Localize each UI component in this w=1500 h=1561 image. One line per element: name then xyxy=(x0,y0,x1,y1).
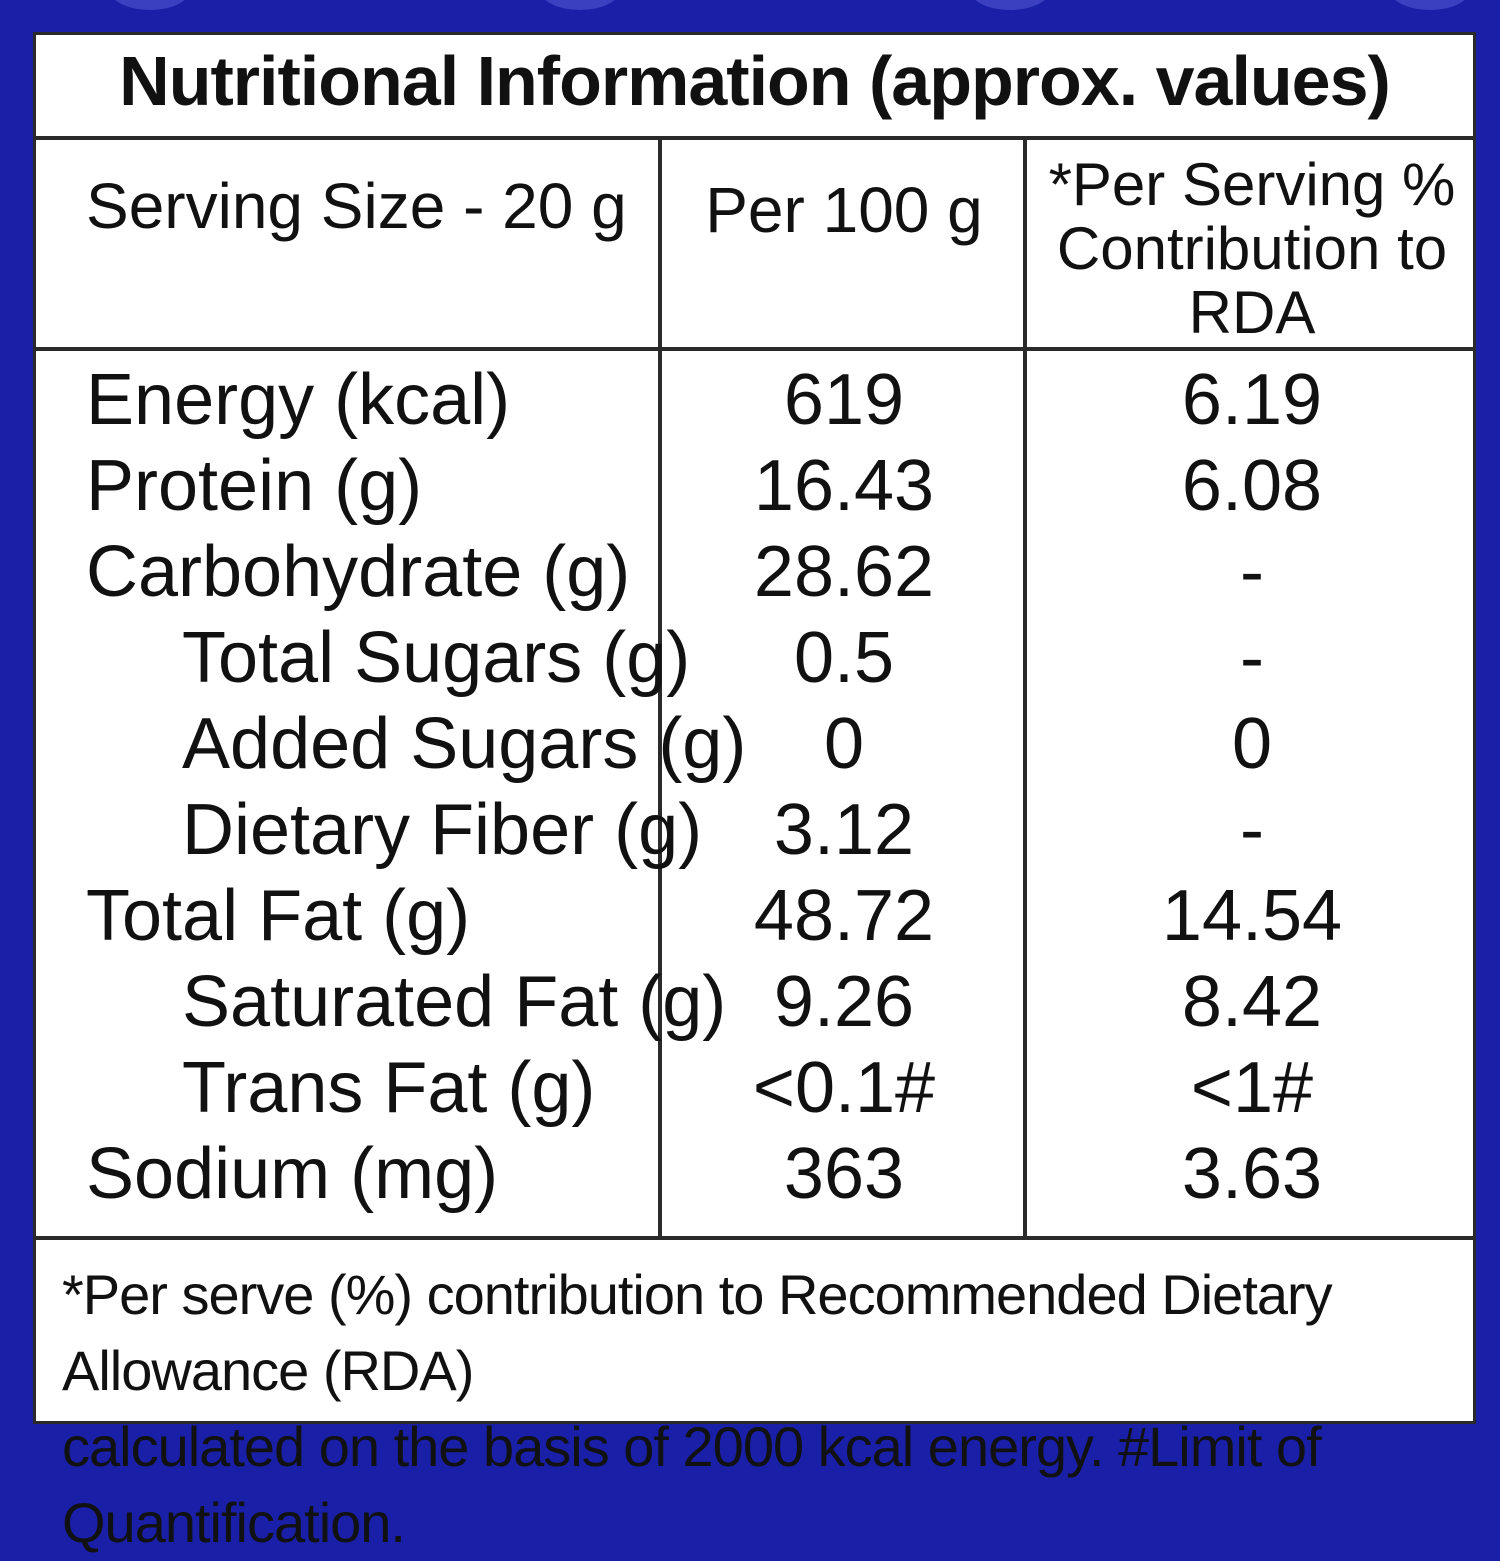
nutrient-row: Trans Fat (g) <0.1# <1# xyxy=(36,1045,1473,1131)
header-serving-size: Serving Size - 20 g xyxy=(86,170,627,242)
header-per-serving-rda: *Per Serving % Contribution to RDA xyxy=(1048,151,1456,346)
value-per-100g: 0.5 xyxy=(793,618,895,698)
nutrient-row: Dietary Fiber (g) 3.12 - xyxy=(36,787,1473,873)
value-per-100g: 3.12 xyxy=(773,790,915,870)
footnote-line: *Per serve (%) contribution to Recommend… xyxy=(62,1263,1333,1402)
value-per-100g: 28.62 xyxy=(753,532,935,612)
value-rda: 3.63 xyxy=(1181,1134,1323,1214)
value-per-100g: 363 xyxy=(783,1134,905,1214)
background-blob xyxy=(1390,0,1470,10)
nutrient-name: Added Sugars (g) xyxy=(182,704,747,784)
value-per-100g: 48.72 xyxy=(753,876,935,956)
nutrition-label: Nutritional Information (approx. values)… xyxy=(33,32,1476,1554)
value-per-100g: 9.26 xyxy=(773,962,915,1042)
value-rda: 14.54 xyxy=(1161,876,1343,956)
divider xyxy=(36,1236,1473,1240)
nutrient-row: Saturated Fat (g) 9.26 8.42 xyxy=(36,959,1473,1045)
value-per-100g: 619 xyxy=(783,360,905,440)
background-blob xyxy=(970,0,1050,10)
background-blob xyxy=(540,0,620,10)
value-rda: - xyxy=(1240,618,1264,698)
value-per-100g: 16.43 xyxy=(753,446,935,526)
value-per-100g: 0 xyxy=(823,704,865,784)
value-rda: 6.08 xyxy=(1181,446,1323,526)
value-rda: - xyxy=(1240,532,1264,612)
value-rda: <1# xyxy=(1190,1048,1314,1128)
value-rda: 6.19 xyxy=(1181,360,1323,440)
divider xyxy=(36,347,1473,351)
nutrient-name: Carbohydrate (g) xyxy=(86,532,631,612)
header-per-100g: Per 100 g xyxy=(705,174,983,246)
value-per-100g: <0.1# xyxy=(752,1048,936,1128)
divider xyxy=(36,136,1473,140)
nutrient-name: Dietary Fiber (g) xyxy=(182,790,703,870)
footnote: *Per serve (%) contribution to Recommend… xyxy=(62,1257,1462,1561)
nutrient-row: Protein (g) 16.43 6.08 xyxy=(36,443,1473,529)
column-divider xyxy=(658,139,662,1236)
nutrient-name: Saturated Fat (g) xyxy=(182,962,727,1042)
nutrient-row: Total Sugars (g) 0.5 - xyxy=(36,615,1473,701)
nutrient-name: Energy (kcal) xyxy=(86,360,511,440)
column-divider xyxy=(1023,139,1027,1236)
value-rda: 0 xyxy=(1231,704,1273,784)
nutrient-name: Protein (g) xyxy=(86,446,423,526)
value-rda: - xyxy=(1240,790,1264,870)
nutrient-name: Trans Fat (g) xyxy=(182,1048,596,1128)
nutrient-name: Total Sugars (g) xyxy=(182,618,691,698)
nutrient-row: Energy (kcal) 619 6.19 xyxy=(36,357,1473,443)
nutrient-row: Sodium (mg) 363 3.63 xyxy=(36,1131,1473,1217)
nutrient-name: Total Fat (g) xyxy=(86,876,471,956)
nutrient-row: Carbohydrate (g) 28.62 - xyxy=(36,529,1473,615)
nutrient-name: Sodium (mg) xyxy=(86,1134,499,1214)
nutrient-row: Total Fat (g) 48.72 14.54 xyxy=(36,873,1473,959)
footnote-line: calculated on the basis of 2000 kcal ene… xyxy=(62,1415,1322,1554)
label-title: Nutritional Information (approx. values) xyxy=(119,42,1391,120)
value-rda: 8.42 xyxy=(1181,962,1323,1042)
nutrient-row: Added Sugars (g) 0 0 xyxy=(36,701,1473,787)
background-blob xyxy=(110,0,190,10)
